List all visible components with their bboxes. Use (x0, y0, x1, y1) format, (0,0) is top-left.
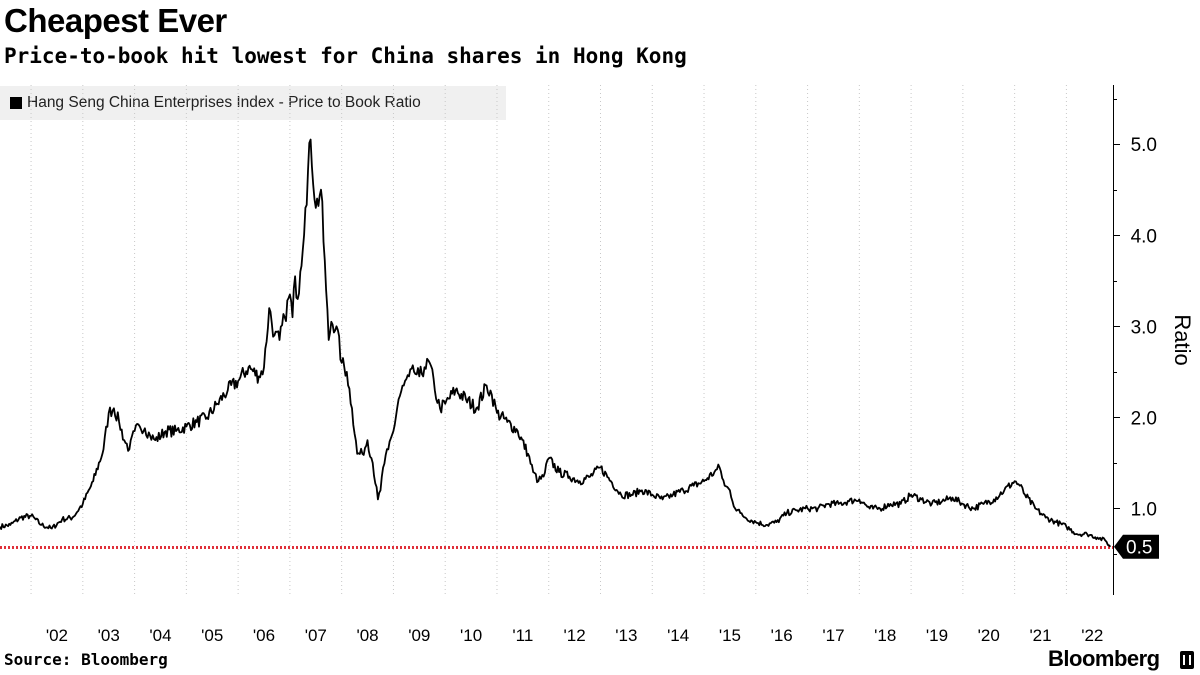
x-tick-label: '12 (564, 626, 586, 645)
legend-swatch (10, 97, 22, 109)
x-tick-label: '15 (719, 626, 741, 645)
x-tick-label: '03 (98, 626, 120, 645)
bloomberg-terminal-icon (1180, 651, 1194, 669)
legend: Hang Seng China Enterprises Index - Pric… (0, 86, 506, 120)
y-tick-label: 4.0 (1131, 226, 1157, 247)
y-tick-label: 5.0 (1131, 135, 1157, 156)
last-value-tag: 0.5 (1114, 534, 1159, 559)
x-tick-label: '07 (305, 626, 327, 645)
x-tick-label: '10 (460, 626, 482, 645)
chart-subtitle: Price-to-book hit lowest for China share… (4, 44, 687, 68)
x-tick-label: '09 (408, 626, 430, 645)
y-axis-title: Ratio (1170, 314, 1195, 365)
y-tick-label: 1.0 (1131, 499, 1157, 520)
x-tick-label: '17 (822, 626, 844, 645)
x-axis: '02 '03 '04 '05 '06 '07 '08 '09 '10 '11 '12 '13 '14 '… (46, 626, 1104, 645)
legend-label: Hang Seng China Enterprises Index - Pric… (27, 94, 421, 111)
chart-title: Cheapest Ever (4, 2, 227, 39)
gridlines (30, 85, 1067, 595)
x-tick-label: '05 (201, 626, 223, 645)
x-tick-label: '11 (512, 626, 533, 645)
price-to-book-line (0, 138, 1112, 548)
x-tick-label: '22 (1081, 626, 1103, 645)
last-value-tag-shape (1114, 534, 1159, 559)
bloomberg-logo: Bloomberg (1048, 646, 1160, 671)
y-tick-label: 3.0 (1131, 317, 1157, 338)
x-tick-label: '20 (978, 626, 1000, 645)
x-tick-label: '21 (1029, 626, 1051, 645)
x-tick-label: '02 (46, 626, 68, 645)
x-tick-label: '08 (356, 626, 378, 645)
series-points (0, 140, 1110, 547)
x-tick-label: '13 (615, 626, 637, 645)
y-axis: 1.0 2.0 3.0 4.0 5.0 (1113, 85, 1157, 595)
last-value-label: 0.5 (1126, 538, 1152, 559)
x-tick-label: '18 (874, 626, 896, 645)
x-tick-label: '04 (149, 626, 171, 645)
y-tick-label: 2.0 (1131, 408, 1157, 429)
source-note: Source: Bloomberg (4, 650, 168, 669)
x-tick-label: '16 (771, 626, 793, 645)
x-tick-label: '19 (926, 626, 948, 645)
x-tick-label: '14 (667, 626, 689, 645)
x-tick-label: '06 (253, 626, 275, 645)
